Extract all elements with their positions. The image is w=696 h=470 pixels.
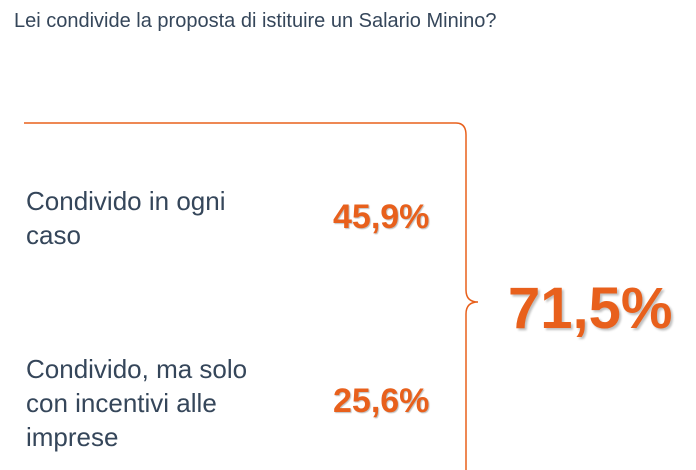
total-value: 71,5% [508,276,673,341]
row-value: 45,9% [333,198,430,236]
row-label: Condivido, ma solo con incentivi alle im… [26,354,248,452]
question-title: Lei condivide la proposta di istituire u… [14,10,497,32]
top-rule [24,122,479,470]
row-value: 25,6% [333,382,430,420]
row-label: Condivido in ogni caso [26,186,226,250]
